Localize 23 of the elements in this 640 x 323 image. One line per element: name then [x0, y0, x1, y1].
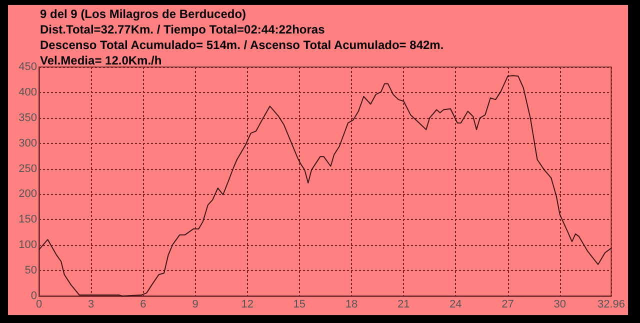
- y-tick-label: 350: [18, 112, 37, 124]
- chart-title: 9 del 9 (Los Milagros de Berducedo): [40, 6, 246, 21]
- y-tick-label: 0: [30, 290, 37, 302]
- y-tick-label: 200: [18, 188, 37, 200]
- y-tick-label: 450: [18, 61, 37, 73]
- x-tick-label: 27: [502, 298, 514, 310]
- x-tick-label: 30: [554, 298, 566, 310]
- y-tick-label: 50: [24, 264, 37, 277]
- y-tick-label: 300: [18, 137, 37, 150]
- x-tick-label: 15: [293, 298, 306, 310]
- y-tick-label: 150: [18, 214, 37, 226]
- x-tick-label: 32.96: [597, 298, 625, 310]
- x-tick-label: 24: [450, 298, 462, 310]
- x-tick-label: 6: [140, 298, 146, 310]
- y-tick-label: 400: [18, 86, 37, 98]
- x-tick-label: 12: [241, 298, 254, 310]
- x-tick-label: 21: [397, 298, 410, 310]
- y-tick-label: 100: [18, 239, 37, 252]
- x-tick-label: 9: [192, 298, 198, 310]
- x-tick-label: 3: [88, 298, 94, 310]
- chart-subtitle: Dist.Total=32.77Km. / Tiempo Total=02:44:22horas Descenso Total Acumulado= 514m. / Ascenso Total Acumulado= 842m. Vel.Media= 12.0Km./h: [40, 22, 444, 68]
- x-tick-label: 18: [345, 298, 358, 310]
- y-tick-label: 250: [18, 162, 37, 175]
